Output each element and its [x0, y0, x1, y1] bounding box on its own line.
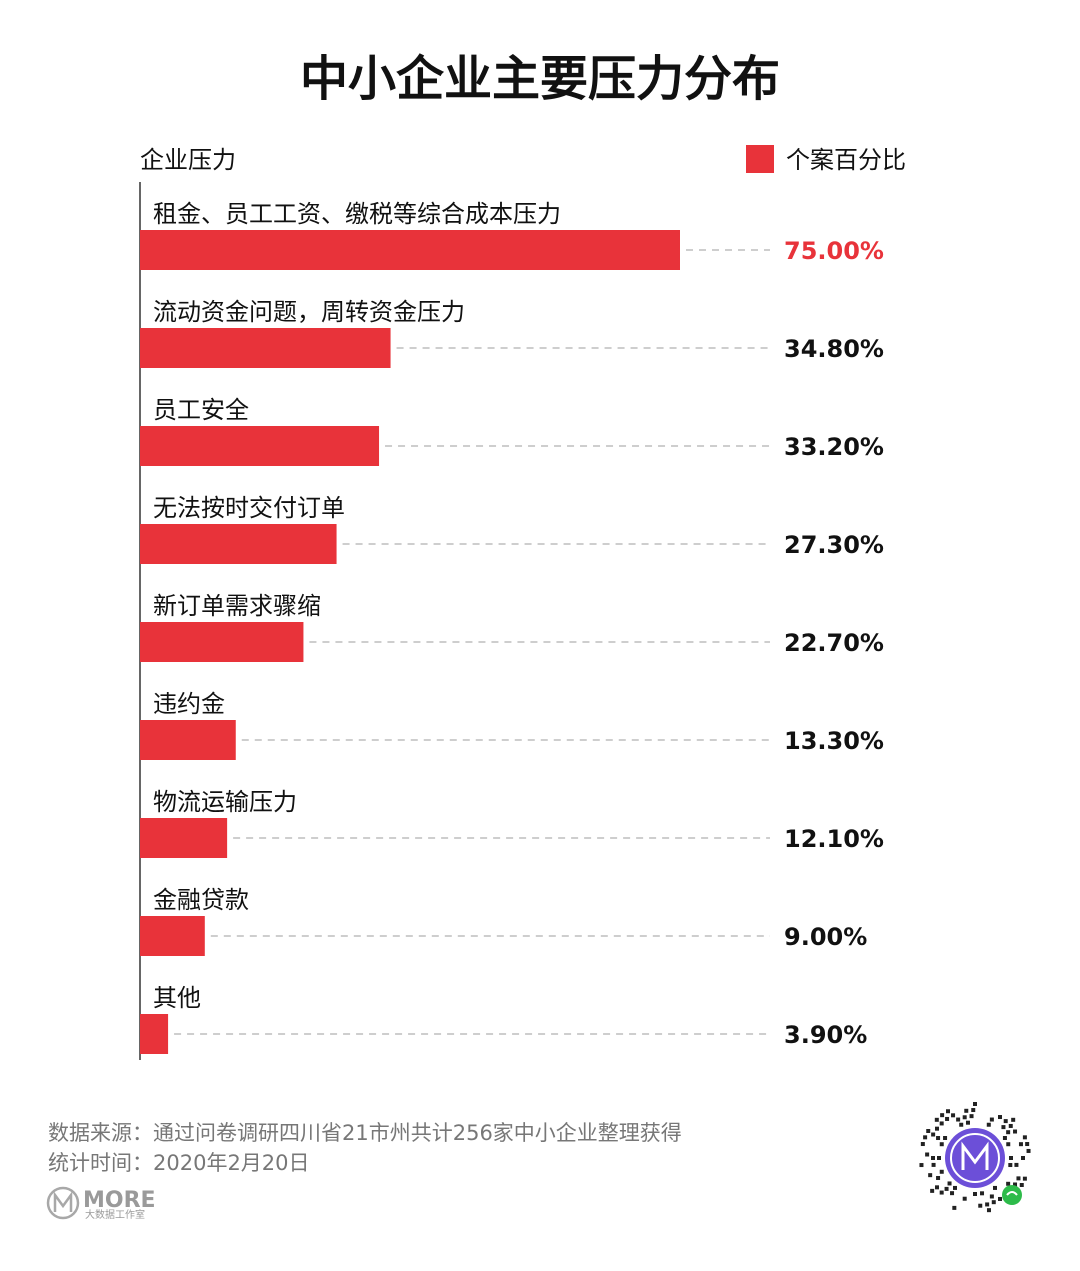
qr-code-icon [917, 1100, 1033, 1216]
y-axis-title: 企业压力 [140, 146, 236, 174]
legend-swatch [746, 145, 774, 173]
category-label: 员工安全 [153, 396, 249, 424]
value-label: 34.80% [784, 335, 884, 363]
bars-layer: 租金、员工工资、缴税等综合成本压力 75.00% 流动资金问题，周转资金压力 34.8… [140, 200, 884, 1054]
value-label: 33.20% [784, 433, 884, 461]
bar [140, 328, 391, 368]
value-label: 75.00% [784, 237, 884, 265]
category-label: 物流运输压力 [153, 788, 297, 816]
legend-label: 个案百分比 [786, 146, 906, 174]
bar [140, 916, 205, 956]
footer-source: 数据来源：通过问卷调研四川省21市州共计256家中小企业整理获得 [48, 1121, 682, 1145]
legend: 个案百分比 [746, 145, 906, 174]
category-label: 流动资金问题，周转资金压力 [153, 298, 465, 326]
category-label: 租金、员工工资、缴税等综合成本压力 [153, 200, 561, 228]
category-label: 金融贷款 [153, 886, 249, 914]
more-logo-icon [46, 1186, 80, 1220]
value-label: 13.30% [784, 727, 884, 755]
value-label: 22.70% [784, 629, 884, 657]
category-label: 新订单需求骤缩 [153, 592, 321, 620]
bar [140, 524, 337, 564]
bar [140, 818, 228, 858]
bar [140, 1014, 169, 1054]
footer-time: 统计时间：2020年2月20日 [48, 1151, 310, 1175]
value-label: 3.90% [784, 1021, 867, 1049]
bar [140, 426, 380, 466]
footer: 数据来源：通过问卷调研四川省21市州共计256家中小企业整理获得 统计时间：20… [48, 1121, 682, 1175]
bar [140, 720, 236, 760]
brand-name: MORE [83, 1188, 156, 1213]
bar [140, 622, 304, 662]
category-label: 其他 [153, 984, 201, 1012]
bar [140, 230, 680, 270]
category-label: 违约金 [153, 690, 225, 718]
value-label: 12.10% [784, 825, 884, 853]
value-label: 27.30% [784, 531, 884, 559]
brand-subtitle: 大数据工作室 [85, 1208, 145, 1221]
brand-logo: MORE 大数据工作室 [46, 1186, 156, 1221]
category-label: 无法按时交付订单 [153, 494, 345, 522]
value-label: 9.00% [784, 923, 867, 951]
chart-title: 中小企业主要压力分布 [300, 51, 780, 107]
